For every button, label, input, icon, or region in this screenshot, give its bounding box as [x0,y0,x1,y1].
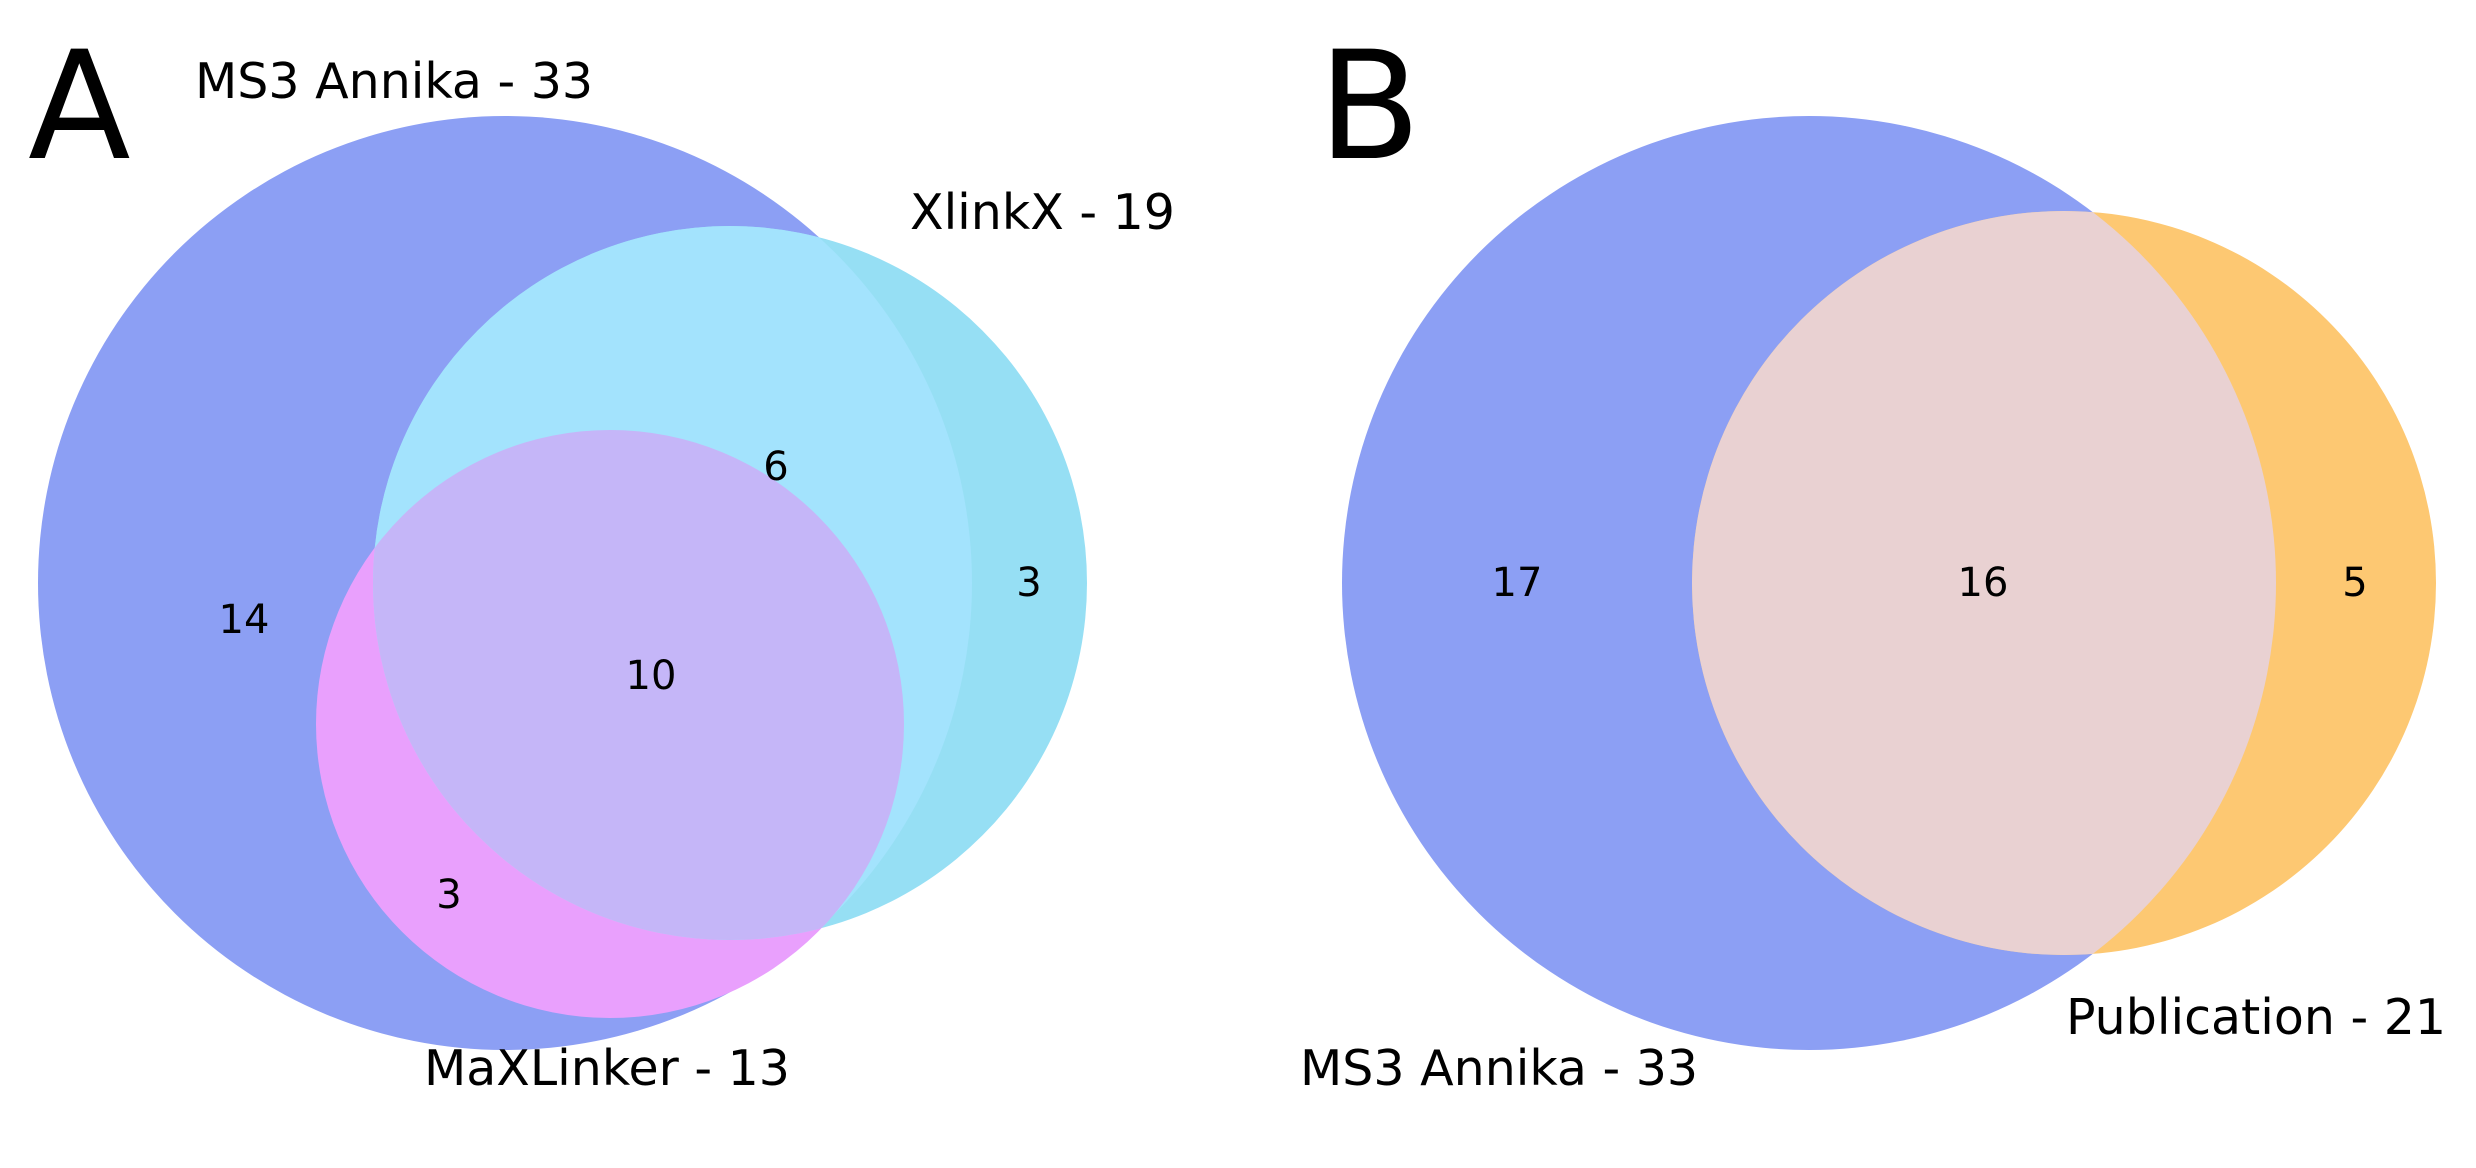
set-label-publication: Publication - 21 [2066,989,2446,1046]
count-ms3-only-a: 14 [219,597,270,643]
count-publication-only: 5 [2342,560,2367,606]
count-ms3-publication: 16 [1958,560,2009,606]
panel-letter-b: B [1318,20,1421,194]
panel-a: A MS3 Annika - 33 XlinkX - 19 MaXLinker … [28,20,1175,1097]
panel-b: B MS3 Annika - 33 Publication - 21 17 16… [1300,20,2446,1097]
panel-letter-a: A [28,20,131,194]
count-ms3-only-b: 17 [1492,560,1543,606]
count-xlinkx-only: 3 [1016,560,1041,606]
count-ms3-maxlinker: 3 [436,872,461,918]
set-label-xlinkx: XlinkX - 19 [910,184,1175,241]
set-label-ms3-annika-b: MS3 Annika - 33 [1300,1040,1698,1097]
set-label-maxlinker: MaXLinker - 13 [424,1040,790,1097]
count-ms3-xlinkx: 6 [763,444,788,490]
region-ms3-publication [1692,211,2276,955]
set-label-ms3-annika-a: MS3 Annika - 33 [195,53,593,110]
count-all-three: 10 [626,653,677,699]
